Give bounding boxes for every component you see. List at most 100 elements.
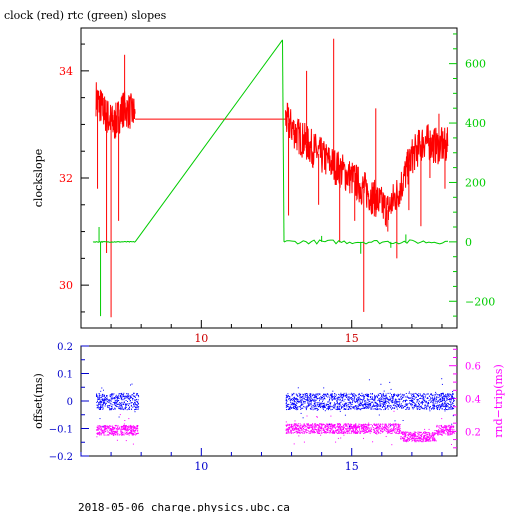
rnd-trip-point bbox=[450, 433, 452, 435]
offset-point bbox=[400, 406, 402, 408]
offset-point bbox=[287, 395, 289, 396]
rnd-trip-point bbox=[426, 438, 428, 440]
offset-point bbox=[401, 398, 403, 400]
rnd-trip-point bbox=[390, 433, 392, 434]
rnd-trip-point bbox=[324, 430, 325, 432]
offset-point bbox=[323, 395, 325, 397]
rnd-trip-point bbox=[380, 429, 382, 431]
rnd-trip-point bbox=[446, 425, 448, 427]
rnd-trip-point bbox=[382, 430, 384, 432]
rnd-trip-point bbox=[428, 440, 430, 442]
rnd-trip-point bbox=[362, 431, 364, 432]
offset-point bbox=[437, 407, 439, 409]
offset-point bbox=[130, 404, 132, 406]
rnd-trip-point bbox=[379, 424, 381, 426]
offset-point bbox=[334, 405, 336, 406]
rnd-trip-point bbox=[304, 424, 306, 426]
offset-point bbox=[123, 398, 125, 399]
offset-point bbox=[443, 399, 445, 401]
rnd-trip-point bbox=[315, 424, 317, 426]
offset-point bbox=[370, 408, 372, 410]
rnd-trip-point bbox=[402, 431, 404, 433]
offset-point bbox=[416, 394, 418, 395]
rnd-trip-point bbox=[415, 432, 417, 433]
series-rtc bbox=[92, 39, 449, 317]
rnd-trip-point bbox=[137, 429, 139, 431]
offset-point bbox=[337, 398, 339, 400]
rnd-trip-point bbox=[413, 434, 415, 436]
offset-point bbox=[112, 404, 114, 406]
rnd-trip-point bbox=[97, 429, 99, 431]
rnd-trip-point bbox=[313, 429, 315, 431]
offset-point bbox=[300, 407, 302, 409]
offset-point bbox=[285, 401, 287, 403]
offset-point bbox=[329, 407, 331, 409]
offset-point bbox=[379, 408, 381, 410]
rnd-trip-point bbox=[365, 432, 366, 434]
rnd-trip-point bbox=[298, 435, 300, 437]
offset-point bbox=[394, 420, 396, 422]
rnd-trip-point bbox=[318, 430, 320, 432]
rnd-trip-point bbox=[426, 440, 427, 442]
offset-point bbox=[433, 407, 435, 409]
rnd-trip-point bbox=[447, 429, 449, 431]
offset-point bbox=[441, 405, 443, 407]
rnd-trip-point bbox=[346, 428, 348, 430]
offset-point bbox=[359, 400, 361, 402]
offset-point bbox=[393, 401, 395, 403]
rnd-trip-point bbox=[297, 424, 299, 426]
rnd-trip-point bbox=[363, 428, 365, 430]
offset-point bbox=[429, 399, 431, 401]
offset-point bbox=[417, 408, 419, 410]
offset-point bbox=[342, 399, 343, 401]
rnd-trip-point bbox=[399, 424, 401, 426]
rnd-trip-point bbox=[337, 426, 339, 428]
offset-point bbox=[333, 407, 335, 409]
rnd-trip-point bbox=[352, 426, 354, 428]
rnd-trip-point bbox=[103, 432, 105, 434]
rnd-trip-point bbox=[288, 431, 290, 433]
top-left-tick-label: 32 bbox=[59, 172, 73, 185]
offset-point bbox=[402, 396, 404, 398]
offset-point bbox=[336, 402, 338, 404]
rnd-trip-point bbox=[379, 423, 381, 425]
offset-point bbox=[422, 408, 424, 410]
offset-point bbox=[348, 397, 350, 399]
offset-point bbox=[131, 394, 133, 396]
offset-point bbox=[342, 395, 344, 397]
offset-point bbox=[433, 406, 435, 408]
rnd-trip-point bbox=[316, 416, 318, 418]
rnd-trip-point bbox=[425, 431, 427, 433]
rnd-trip-point bbox=[400, 436, 402, 438]
offset-point bbox=[446, 394, 448, 396]
rnd-trip-point bbox=[392, 423, 394, 425]
offset-point bbox=[330, 398, 332, 400]
offset-point bbox=[118, 407, 120, 409]
offset-point bbox=[430, 393, 432, 395]
offset-point bbox=[376, 409, 378, 411]
rnd-trip-point bbox=[315, 426, 317, 428]
offset-point bbox=[362, 407, 364, 409]
rnd-trip-point bbox=[128, 431, 130, 433]
rnd-trip-point bbox=[337, 425, 339, 427]
offset-point bbox=[437, 402, 439, 404]
rnd-trip-point bbox=[359, 423, 361, 425]
offset-point bbox=[381, 393, 383, 395]
rnd-trip-point bbox=[106, 434, 108, 436]
rnd-trip-point bbox=[104, 425, 106, 427]
offset-point bbox=[302, 404, 304, 406]
offset-point bbox=[312, 393, 314, 395]
offset-point bbox=[410, 403, 412, 405]
offset-point bbox=[336, 400, 338, 402]
rnd-trip-point bbox=[99, 431, 100, 433]
rnd-trip-point bbox=[114, 432, 115, 434]
offset-point bbox=[394, 407, 395, 409]
rnd-trip-point bbox=[327, 427, 329, 429]
rnd-trip-point bbox=[393, 410, 395, 412]
rnd-trip-point bbox=[137, 430, 139, 432]
rnd-trip-point bbox=[436, 424, 438, 426]
rnd-trip-point bbox=[351, 427, 353, 428]
rnd-trip-point bbox=[332, 430, 334, 432]
rnd-trip-point bbox=[343, 432, 345, 434]
offset-point bbox=[368, 403, 370, 405]
